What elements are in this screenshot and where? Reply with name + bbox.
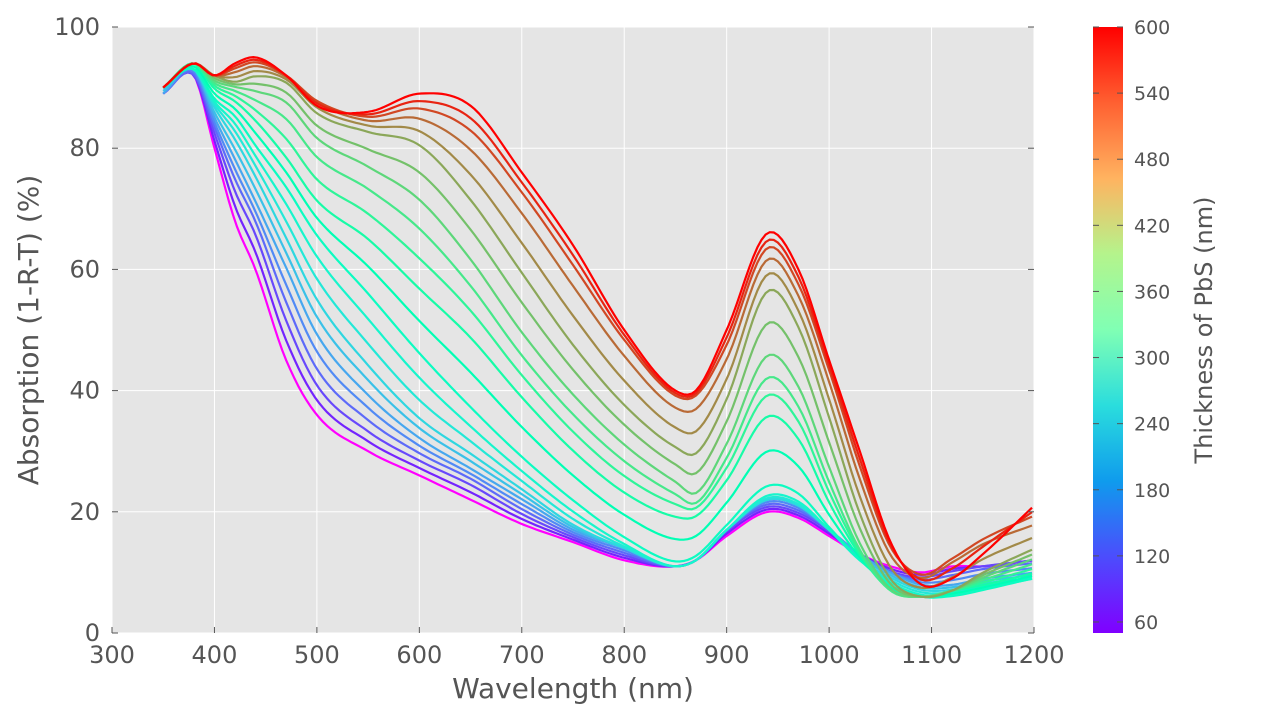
- colorbar-label: Thickness of PbS (nm): [1190, 197, 1218, 465]
- colorbar-tick-label: 240: [1134, 414, 1170, 436]
- y-axis-label: Absorption (1-R-T) (%): [12, 175, 45, 486]
- colorbar-tick-label: 60: [1134, 612, 1158, 634]
- series-line: [162, 62, 1033, 598]
- y-tick-label: 60: [69, 255, 100, 283]
- x-tick-label: 500: [294, 641, 340, 669]
- x-tick-label: 1100: [901, 641, 962, 669]
- y-tick-label: 20: [69, 498, 100, 526]
- x-tick-label: 600: [396, 641, 442, 669]
- x-tick-label: 1200: [1003, 641, 1064, 669]
- y-tick-label: 40: [69, 377, 100, 405]
- series-line: [162, 62, 1033, 599]
- y-tick-label: 80: [69, 134, 100, 162]
- series-line: [162, 70, 1033, 577]
- colorbar-gradient: [1093, 27, 1123, 633]
- y-tick-label: 100: [54, 13, 100, 41]
- x-tick-label: 700: [499, 641, 545, 669]
- series-line: [162, 69, 1033, 574]
- colorbar-tick-label: 480: [1134, 149, 1170, 171]
- series-line: [162, 67, 1033, 599]
- colorbar: 60 120 180 240 300 360 420 480 540 600: [1093, 17, 1170, 634]
- x-tick-label: 400: [192, 641, 238, 669]
- y-tick-label: 0: [85, 619, 100, 647]
- series-line: [162, 62, 1033, 598]
- series-line: [162, 55, 1033, 589]
- colorbar-tick-label: 420: [1134, 215, 1170, 237]
- series-line: [162, 62, 1033, 598]
- series-line: [162, 66, 1033, 588]
- axes: 300 400 500 600 700 800 900 1000 1100 1200 0 20 40 60…: [54, 13, 1064, 669]
- series-line: [162, 58, 1033, 582]
- series-line: [162, 61, 1033, 576]
- x-tick-label: 900: [704, 641, 750, 669]
- colorbar-tick-label: 360: [1134, 281, 1170, 303]
- grid: [111, 26, 1035, 634]
- curves: [162, 55, 1033, 599]
- x-tick-label: 800: [601, 641, 647, 669]
- x-tick-label: 300: [89, 641, 135, 669]
- colorbar-tick-label: 300: [1134, 348, 1170, 370]
- x-tick-label: 1000: [799, 641, 860, 669]
- x-axis-label: Wavelength (nm): [452, 672, 694, 705]
- colorbar-tick-label: 120: [1134, 546, 1170, 568]
- colorbar-tick-label: 180: [1134, 480, 1170, 502]
- colorbar-tick-label: 600: [1134, 17, 1170, 39]
- colorbar-tick-label: 540: [1134, 83, 1170, 105]
